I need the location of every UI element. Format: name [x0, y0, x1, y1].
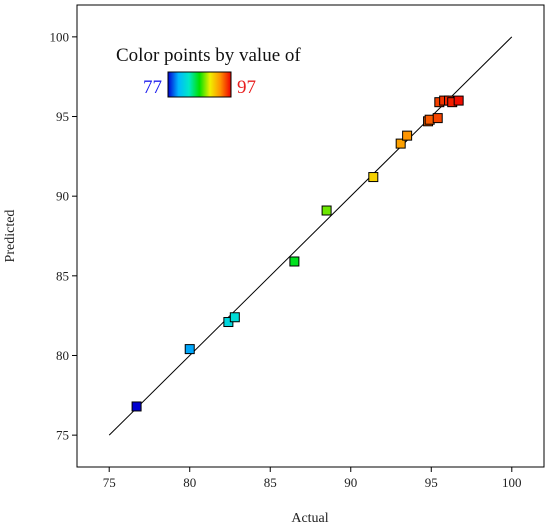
- y-tick-label: 95: [56, 109, 69, 124]
- data-point: [402, 130, 413, 141]
- legend-gradient-bar: [167, 71, 232, 98]
- legend-title: Color points by value of: [116, 45, 301, 66]
- data-point: [368, 172, 379, 183]
- plot-frame: [76, 4, 545, 468]
- x-tick-label: 75: [103, 475, 116, 490]
- data-point: [395, 138, 406, 149]
- x-tick-label: 95: [425, 475, 438, 490]
- y-tick-label: 100: [50, 29, 70, 44]
- y-tick-label: 75: [56, 428, 69, 443]
- data-point: [432, 113, 443, 124]
- y-tick-label: 85: [56, 268, 69, 283]
- data-point: [131, 401, 142, 412]
- legend-max-label: 97: [237, 77, 256, 98]
- x-tick-label: 80: [183, 475, 196, 490]
- data-point: [184, 344, 195, 355]
- y-tick-label: 80: [56, 348, 69, 363]
- legend-min-label: 77: [143, 77, 162, 98]
- data-point: [229, 312, 240, 323]
- data-point: [321, 205, 332, 216]
- y-tick-label: 90: [56, 189, 69, 204]
- x-axis-title: Actual: [291, 511, 328, 526]
- y-axis-title: Predicted: [3, 210, 18, 263]
- x-tick-label: 85: [264, 475, 277, 490]
- data-point: [289, 256, 300, 267]
- data-point: [453, 95, 464, 106]
- x-tick-label: 90: [344, 475, 357, 490]
- x-tick-label: 100: [502, 475, 522, 490]
- color-legend: Color points by value of 77 97: [116, 45, 301, 98]
